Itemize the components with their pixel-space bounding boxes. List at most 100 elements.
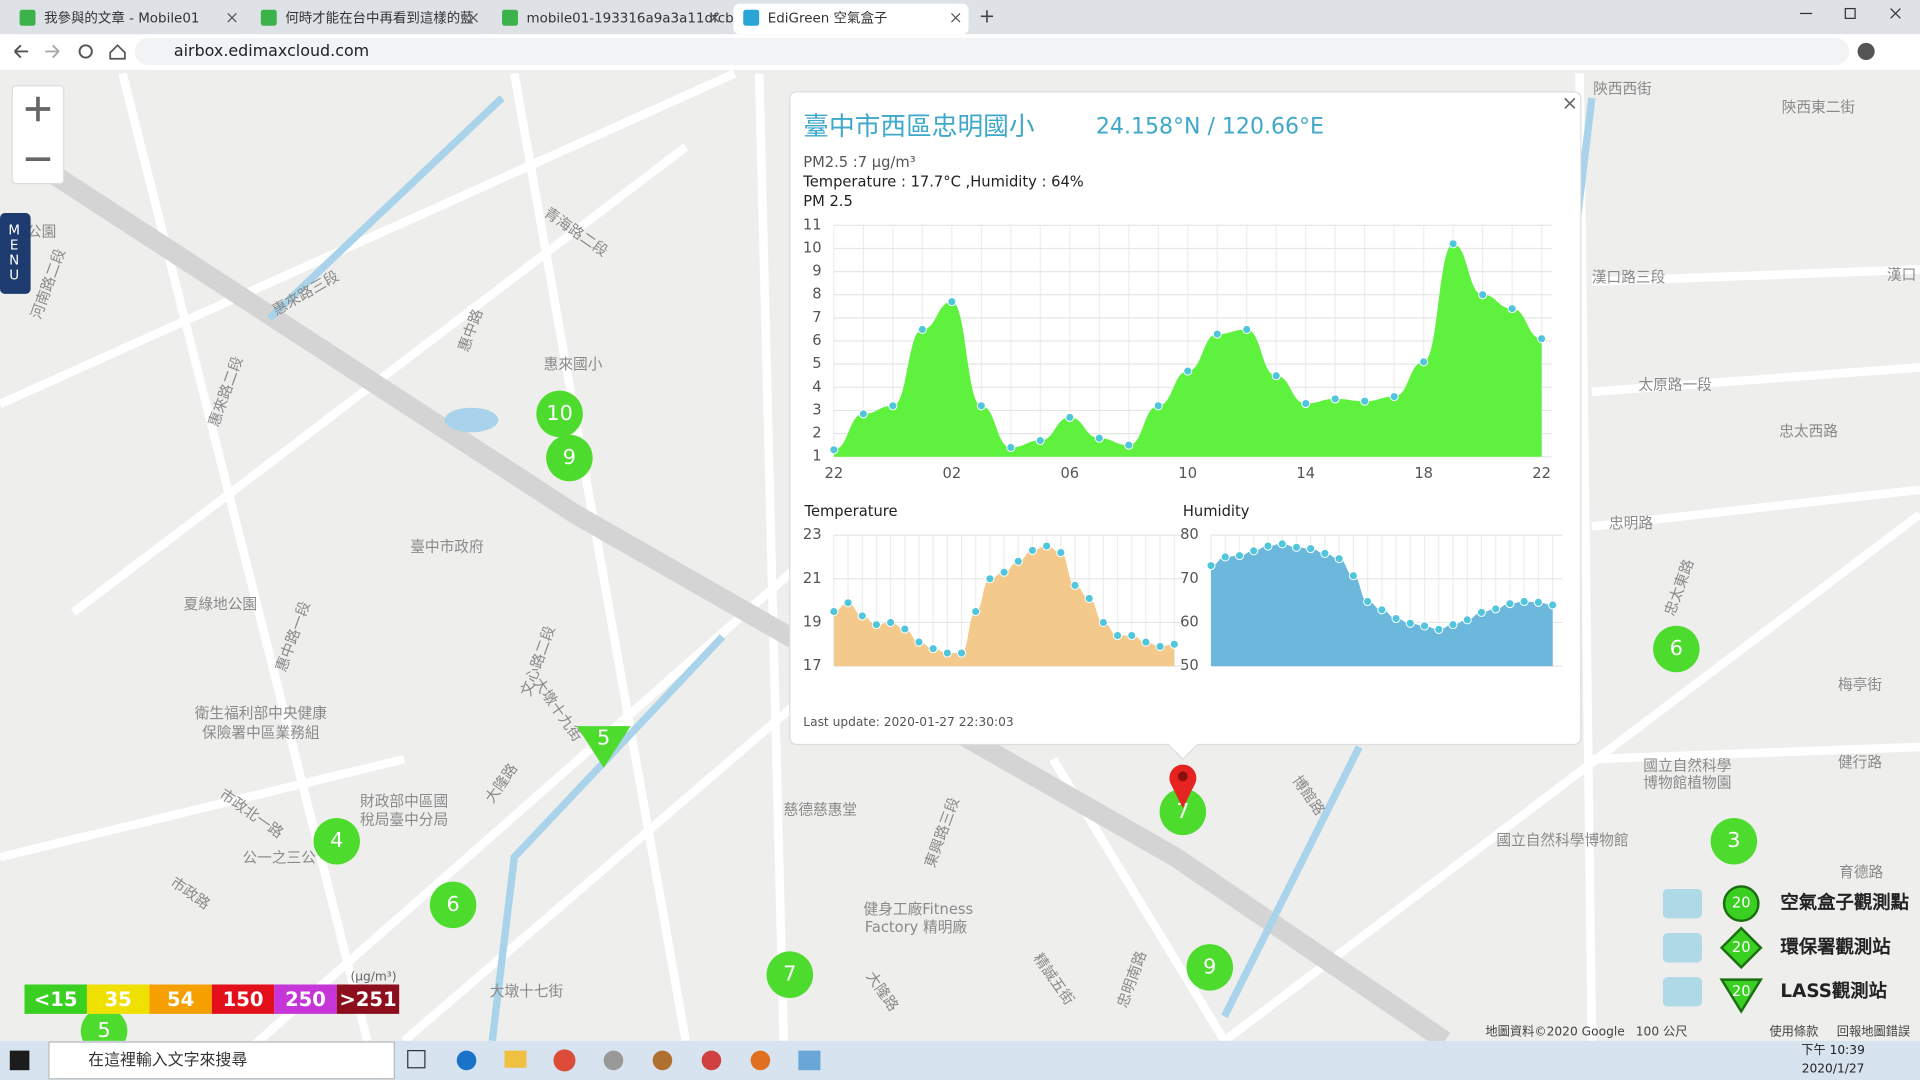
marker[interactable] [1186,944,1234,991]
app[interactable] [701,1050,722,1071]
data-point [999,567,1009,577]
data-point [1220,552,1230,562]
marker[interactable] [1653,625,1700,673]
close-window[interactable] [1890,8,1901,19]
map-label: 漢口路三段 [1592,269,1666,286]
legend-label: 35 [105,988,132,1011]
area [1211,543,1553,667]
pm-line: PM2.5 :7 μg/m³ [803,154,915,171]
data-point [942,648,952,658]
footer-text: 地圖資料©2020 Google [1485,1025,1624,1039]
app[interactable] [798,1050,821,1071]
y-tick-label: 60 [1180,613,1199,630]
data-point [1169,639,1179,649]
marker[interactable] [1710,817,1758,865]
footer-text[interactable]: 使用條款 [1769,1024,1818,1039]
data-point [843,598,853,608]
data-point [1153,401,1163,411]
zoom-in[interactable] [25,96,51,122]
map-label: 漢口 [1887,267,1916,284]
map-footer: 地圖資料©2020 Google 100 公尺 使用條款 回報地圖錯誤 [1485,1024,1910,1039]
new-tab[interactable]: + [979,5,995,28]
chrome[interactable] [553,1049,576,1072]
edge[interactable] [456,1050,477,1071]
tab-close[interactable] [468,13,478,23]
marker[interactable] [766,951,814,998]
data-point [1330,394,1340,404]
data-point [1537,334,1547,344]
y-tick-label: 10 [803,239,822,256]
data-point [1419,357,1429,367]
data-point [1155,641,1165,652]
task-view[interactable] [407,1050,426,1069]
popup-coords: 24.158°N / 120.66°E [1096,114,1324,139]
map-label: 稅局臺中分局 [360,811,448,828]
tab[interactable] [492,3,728,35]
map-label: 育德路 [1839,863,1883,881]
app[interactable] [652,1050,673,1071]
legend-swatch [211,984,275,1014]
data-point [1249,546,1259,556]
tab[interactable] [733,3,969,35]
app[interactable] [750,1050,771,1071]
back[interactable] [14,44,29,59]
home[interactable] [109,44,126,60]
marker[interactable] [1159,788,1207,836]
station-legend: 20 空氣盒子觀測點 20 環保署觀測站 20 LASS觀測站 [1662,885,1909,1014]
app[interactable] [603,1050,624,1071]
marker[interactable] [546,434,593,482]
start-button[interactable] [9,1050,30,1071]
maximize[interactable] [1844,7,1856,19]
tab-title: 我參與的文章 - Mobile01 [44,9,199,26]
marker[interactable] [536,390,583,438]
marker-label: 10 [546,401,572,425]
marker-label: 3 [1727,828,1740,852]
map-label: 保險署中區業務組 [202,724,320,741]
data-point [1277,539,1287,549]
search-box[interactable] [48,1041,395,1080]
marker[interactable] [429,881,477,929]
marker-label: 5 [97,1018,110,1042]
popup-title: 臺中市西區忠明國小 [803,112,1035,142]
data-point [1056,548,1066,558]
forward[interactable] [45,44,60,59]
tab[interactable] [9,3,245,35]
x-tick-label: 10 [1178,465,1197,482]
tab-close[interactable] [950,13,961,23]
explorer[interactable] [504,1050,527,1068]
tab-close[interactable] [709,13,720,23]
weather-line: Temperature : 17.7°C ,Humidity : 64% [802,173,1084,190]
reload[interactable] [78,44,93,59]
data-point [1360,396,1370,406]
profile[interactable] [1857,42,1875,60]
data-point [1206,561,1216,571]
station-badge-label: 20 [1732,939,1751,956]
data-point [1035,436,1045,446]
marker-label: 6 [1670,636,1683,660]
data-point [1301,398,1311,409]
data-point [1124,440,1134,450]
map-label: 國立自然科學博物館 [1496,831,1628,849]
tab[interactable] [251,3,487,35]
tab-title: 何時才能在台中再看到這樣的藍 [285,9,473,26]
y-tick-label: 70 [1180,570,1199,587]
legend-label: 150 [223,988,264,1011]
tab-close[interactable] [227,13,237,23]
tab-title: mobile01-193316a9a3a11dfcb [527,11,734,26]
marker[interactable] [313,817,360,865]
address-bar[interactable] [134,37,1849,65]
footer-text[interactable]: 回報地圖錯誤 [1837,1024,1910,1039]
data-point [1263,541,1273,551]
pond [444,407,499,433]
menu-button[interactable] [0,213,31,294]
map-label: 太原路一段 [1638,377,1712,394]
data-point [1462,615,1472,625]
data-point [900,624,910,634]
data-point [1127,631,1137,641]
legend-unit: (μg/m³) [350,970,396,984]
data-point [985,574,995,584]
close-button[interactable]: × [1562,92,1578,115]
marker[interactable] [576,726,631,768]
map-label: 陝西東二街 [1782,99,1856,116]
